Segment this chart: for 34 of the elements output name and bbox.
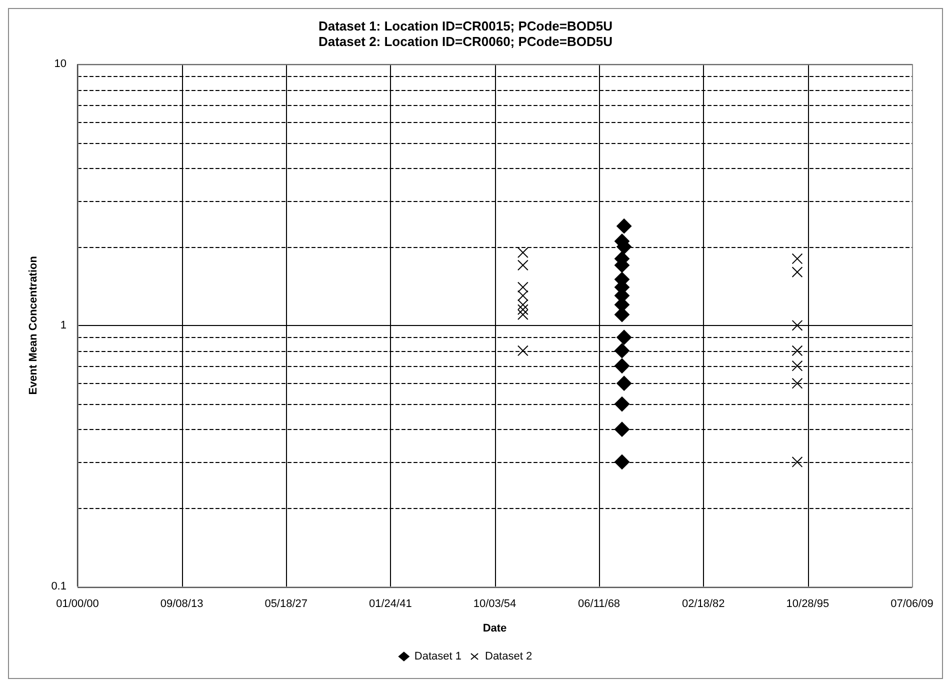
x-tick-label: 02/18/82: [682, 598, 725, 610]
point: [614, 454, 630, 470]
y-tick-label: 0.1: [51, 580, 66, 593]
x-axis-title: Date: [482, 622, 507, 634]
point: [614, 358, 630, 374]
point: [792, 456, 803, 468]
chart-title: Dataset 1: Location ID=CR0015; PCode=BOD5U Dataset 2: Location ID=CR0060; PCode=BOD5U: [318, 18, 613, 49]
legend-label: Dataset 1: [414, 650, 462, 663]
y-tick-label: 10: [54, 58, 66, 70]
point: [614, 343, 630, 358]
point: [614, 422, 630, 437]
point: [792, 266, 803, 278]
y-axis-title: Event Mean Concentration: [28, 256, 40, 395]
legend-label: Dataset 2: [485, 650, 532, 663]
point: [616, 218, 632, 234]
x-tick-label: 01/24/41: [369, 598, 412, 610]
y-tick-label: 1: [60, 319, 66, 332]
point: [614, 396, 630, 412]
point: [792, 320, 803, 331]
x-tick-label: 07/06/09: [890, 598, 934, 610]
point: [616, 376, 632, 391]
x-tick-label: 10/28/95: [786, 598, 830, 610]
point: [517, 345, 528, 356]
point: [792, 360, 803, 372]
point: [792, 345, 803, 356]
point: [517, 304, 528, 315]
x-tick-label: 06/11/68: [578, 598, 620, 610]
point: [792, 253, 803, 264]
x-tick-label: 09/08/13: [160, 598, 204, 610]
x-tick-label: 10/03/54: [473, 598, 516, 610]
point: [616, 330, 632, 345]
x-tick-label: 01/00/00: [56, 598, 99, 610]
point: [792, 378, 803, 389]
x-tick-label: 05/18/27: [264, 598, 308, 610]
